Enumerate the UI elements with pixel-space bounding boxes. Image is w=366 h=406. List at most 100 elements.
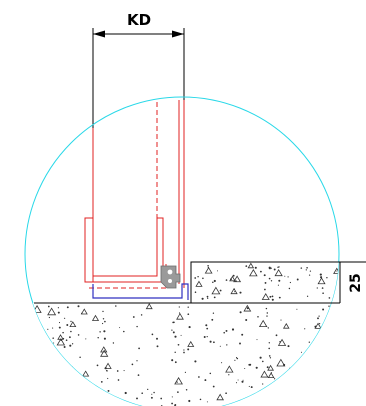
concrete-dot [172,331,175,334]
concrete-dot [266,315,268,317]
concrete-dot [30,341,32,343]
concrete-dot [212,385,215,388]
concrete-dot [69,344,72,347]
concrete-dot [136,397,138,400]
concrete-dot [122,330,125,333]
concrete-aggregate [314,322,322,329]
concrete-aggregate [32,304,42,313]
concrete-aggregate [26,383,34,390]
concrete-dot [102,322,104,325]
concrete-aggregate [100,346,108,353]
expansion-joint-profile [84,100,185,288]
concrete-dot [75,401,77,404]
concrete-dot [124,391,127,395]
concrete-dot [66,390,69,393]
concrete-dot [322,375,324,377]
concrete-aggregate [195,280,203,287]
concrete-dot [248,385,250,387]
concrete-dot [123,370,125,372]
concrete-dot [219,289,222,292]
concrete-dot [57,311,60,314]
concrete-aggregate [317,358,326,366]
concrete-dot [241,333,244,336]
concrete-dot [271,387,274,389]
concrete-dot [223,331,225,334]
concrete-aggregate [100,349,109,357]
concrete-dot [332,329,335,332]
concrete-dot [160,397,163,400]
concrete-dot [156,345,159,348]
concrete-dot [27,366,30,369]
concrete-dot [187,348,190,351]
concrete-dot [278,296,281,299]
concrete-aggregate [247,262,255,269]
concrete-dot [282,385,284,388]
height-dimension-label: 25 [348,273,364,292]
concrete-dot [234,291,236,293]
concrete-dot [174,351,176,354]
concrete-dot [296,308,298,310]
concrete-dot [151,393,153,395]
concrete-dot [52,327,54,329]
concrete-dot [319,273,322,276]
concrete-dot [260,270,262,273]
concrete-dot [197,275,199,278]
concrete-dot [184,371,186,373]
concrete-dot [264,392,267,395]
concrete-dot [269,357,272,359]
concrete-dot [77,305,80,308]
concrete-dot [55,382,58,384]
concrete-dot [39,375,41,377]
concrete-dot [174,335,177,338]
concrete-dot [33,369,35,371]
concrete-dot [338,353,339,356]
concrete-dot [268,355,271,357]
concrete-aggregate [276,358,286,367]
concrete-dot [328,305,330,307]
concrete-dot [141,392,143,395]
concrete-dot [63,317,66,319]
concrete-dot [342,394,344,396]
concrete-dot [237,379,239,381]
concrete-aggregate [225,365,234,373]
concrete-dot [203,336,206,338]
concrete-dot [239,342,241,345]
concrete-dot [115,305,117,307]
concrete-aggregate [258,319,268,328]
concrete-dot [177,343,180,346]
concrete-aggregate [229,275,236,282]
dimension-kd: KD [92,11,185,128]
concrete-dot [336,270,338,272]
concrete-dot [53,359,55,362]
concrete-dot [268,347,271,350]
concrete-edges [34,261,366,304]
concrete-dot [55,386,58,389]
concrete-dot [225,279,228,281]
outer-profile-shape [84,217,93,283]
concrete-dot [204,379,207,382]
concrete-dot [245,265,248,267]
concrete-dot [269,295,272,298]
concrete-dot [53,352,56,354]
concrete-dot [62,331,64,334]
concrete-dot [266,312,269,314]
concrete-dot [321,371,324,374]
concrete-dot [205,324,208,327]
concrete-dot [268,266,271,269]
concrete-dot [32,327,35,329]
concrete-dot [117,379,120,381]
concrete-dot [321,287,324,289]
concrete-dot [29,332,32,335]
concrete-dot [345,281,346,282]
concrete-dot [228,374,230,376]
concrete-dot [300,351,303,353]
concrete-aggregate [346,266,352,271]
concrete-dot [30,324,32,326]
concrete-dot [277,284,279,286]
concrete-aggregate [47,307,57,316]
concrete-dot [131,363,134,366]
concrete-dot [262,383,264,385]
concrete-dot [100,381,103,383]
concrete-dot [188,326,191,329]
concrete-dot [331,351,334,354]
